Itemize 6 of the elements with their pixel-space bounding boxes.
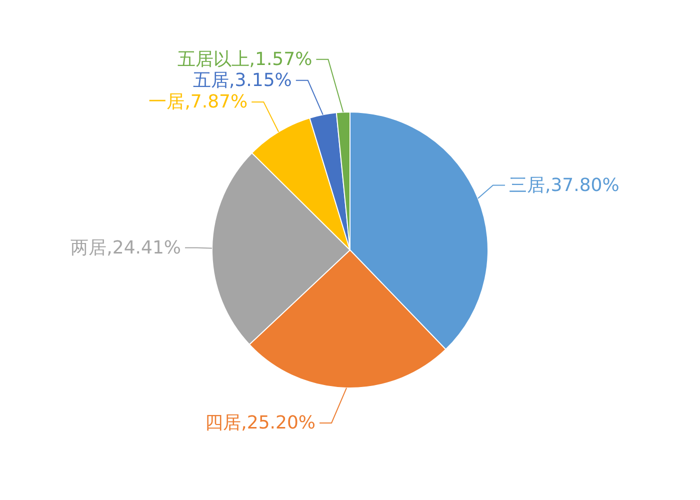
slice-label: 五居,3.15% xyxy=(193,70,292,91)
slice-label: 两居,24.41% xyxy=(70,237,182,258)
slice-label: 一居,7.87% xyxy=(148,91,248,112)
slice-label: 四居,25.20% xyxy=(205,412,316,434)
slice-label: 五居以上,1.57% xyxy=(177,48,312,70)
slice-label: 三居,37.80% xyxy=(508,174,620,196)
